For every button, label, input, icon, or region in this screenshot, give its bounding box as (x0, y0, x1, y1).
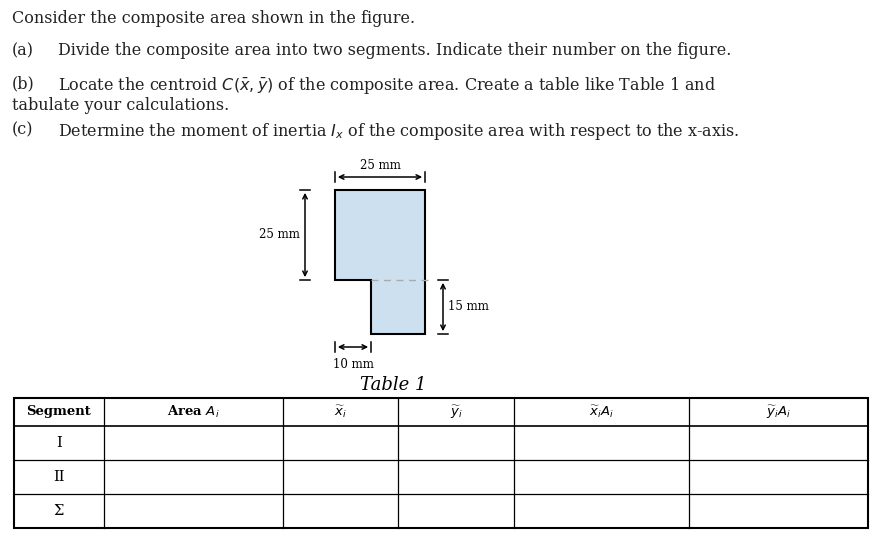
Text: Segment: Segment (26, 406, 91, 419)
Text: (c): (c) (12, 121, 34, 138)
Text: 25 mm: 25 mm (360, 159, 400, 172)
Text: Locate the centroid $C(\bar{x}, \bar{y})$ of the composite area. Create a table : Locate the centroid $C(\bar{x}, \bar{y})… (58, 75, 716, 96)
Text: 15 mm: 15 mm (448, 301, 489, 314)
Text: Table 1: Table 1 (360, 376, 426, 394)
Text: Area $A_i$: Area $A_i$ (167, 404, 220, 420)
Text: Divide the composite area into two segments. Indicate their number on the figure: Divide the composite area into two segme… (58, 42, 731, 59)
Text: (b): (b) (12, 75, 34, 92)
Bar (14, 398, 868, 528)
Text: II: II (53, 470, 64, 484)
Text: $\widetilde{y}_i$: $\widetilde{y}_i$ (450, 404, 462, 421)
Text: $\widetilde{x}_i$: $\widetilde{x}_i$ (334, 404, 348, 420)
Text: tabulate your calculations.: tabulate your calculations. (12, 97, 229, 114)
Text: $\widetilde{y}_i A_i$: $\widetilde{y}_i A_i$ (766, 404, 791, 421)
Text: 10 mm: 10 mm (333, 358, 373, 371)
Text: I: I (56, 436, 62, 450)
Text: Σ: Σ (54, 504, 64, 518)
Text: $\widetilde{x}_i A_i$: $\widetilde{x}_i A_i$ (588, 404, 614, 420)
Polygon shape (335, 190, 425, 334)
Text: (a): (a) (12, 42, 34, 59)
Text: Determine the moment of inertia $I_x$ of the composite area with respect to the : Determine the moment of inertia $I_x$ of… (58, 121, 739, 142)
Text: Consider the composite area shown in the figure.: Consider the composite area shown in the… (12, 10, 415, 27)
Text: 25 mm: 25 mm (259, 228, 300, 242)
